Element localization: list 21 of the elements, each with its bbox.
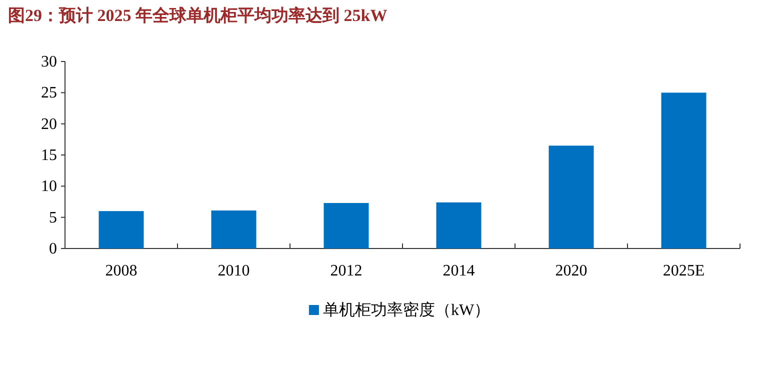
y-tick-label: 5 bbox=[49, 209, 57, 226]
x-tick-label: 2012 bbox=[330, 262, 362, 280]
legend-label: 单机柜功率密度（kW） bbox=[322, 301, 490, 319]
bar bbox=[211, 210, 256, 248]
bar bbox=[661, 92, 706, 248]
y-tick-label: 0 bbox=[49, 240, 57, 258]
x-tick-label: 2008 bbox=[105, 262, 138, 280]
y-tick-label: 10 bbox=[41, 178, 57, 196]
y-tick-label: 25 bbox=[41, 84, 57, 102]
bar bbox=[436, 202, 482, 248]
y-tick-label: 20 bbox=[41, 116, 57, 133]
x-tick-label: 2014 bbox=[442, 262, 475, 280]
bar bbox=[324, 202, 369, 248]
bar bbox=[98, 211, 144, 248]
y-tick-label: 15 bbox=[41, 147, 57, 164]
chart-title: 图29：预计 2025 年全球单机柜平均功率达到 25kW bbox=[8, 6, 388, 25]
x-tick-label: 2020 bbox=[555, 262, 588, 280]
x-tick-label: 2025E bbox=[662, 262, 705, 280]
bar bbox=[548, 146, 594, 248]
y-tick-label: 30 bbox=[41, 54, 57, 70]
x-tick-label: 2010 bbox=[218, 262, 250, 280]
